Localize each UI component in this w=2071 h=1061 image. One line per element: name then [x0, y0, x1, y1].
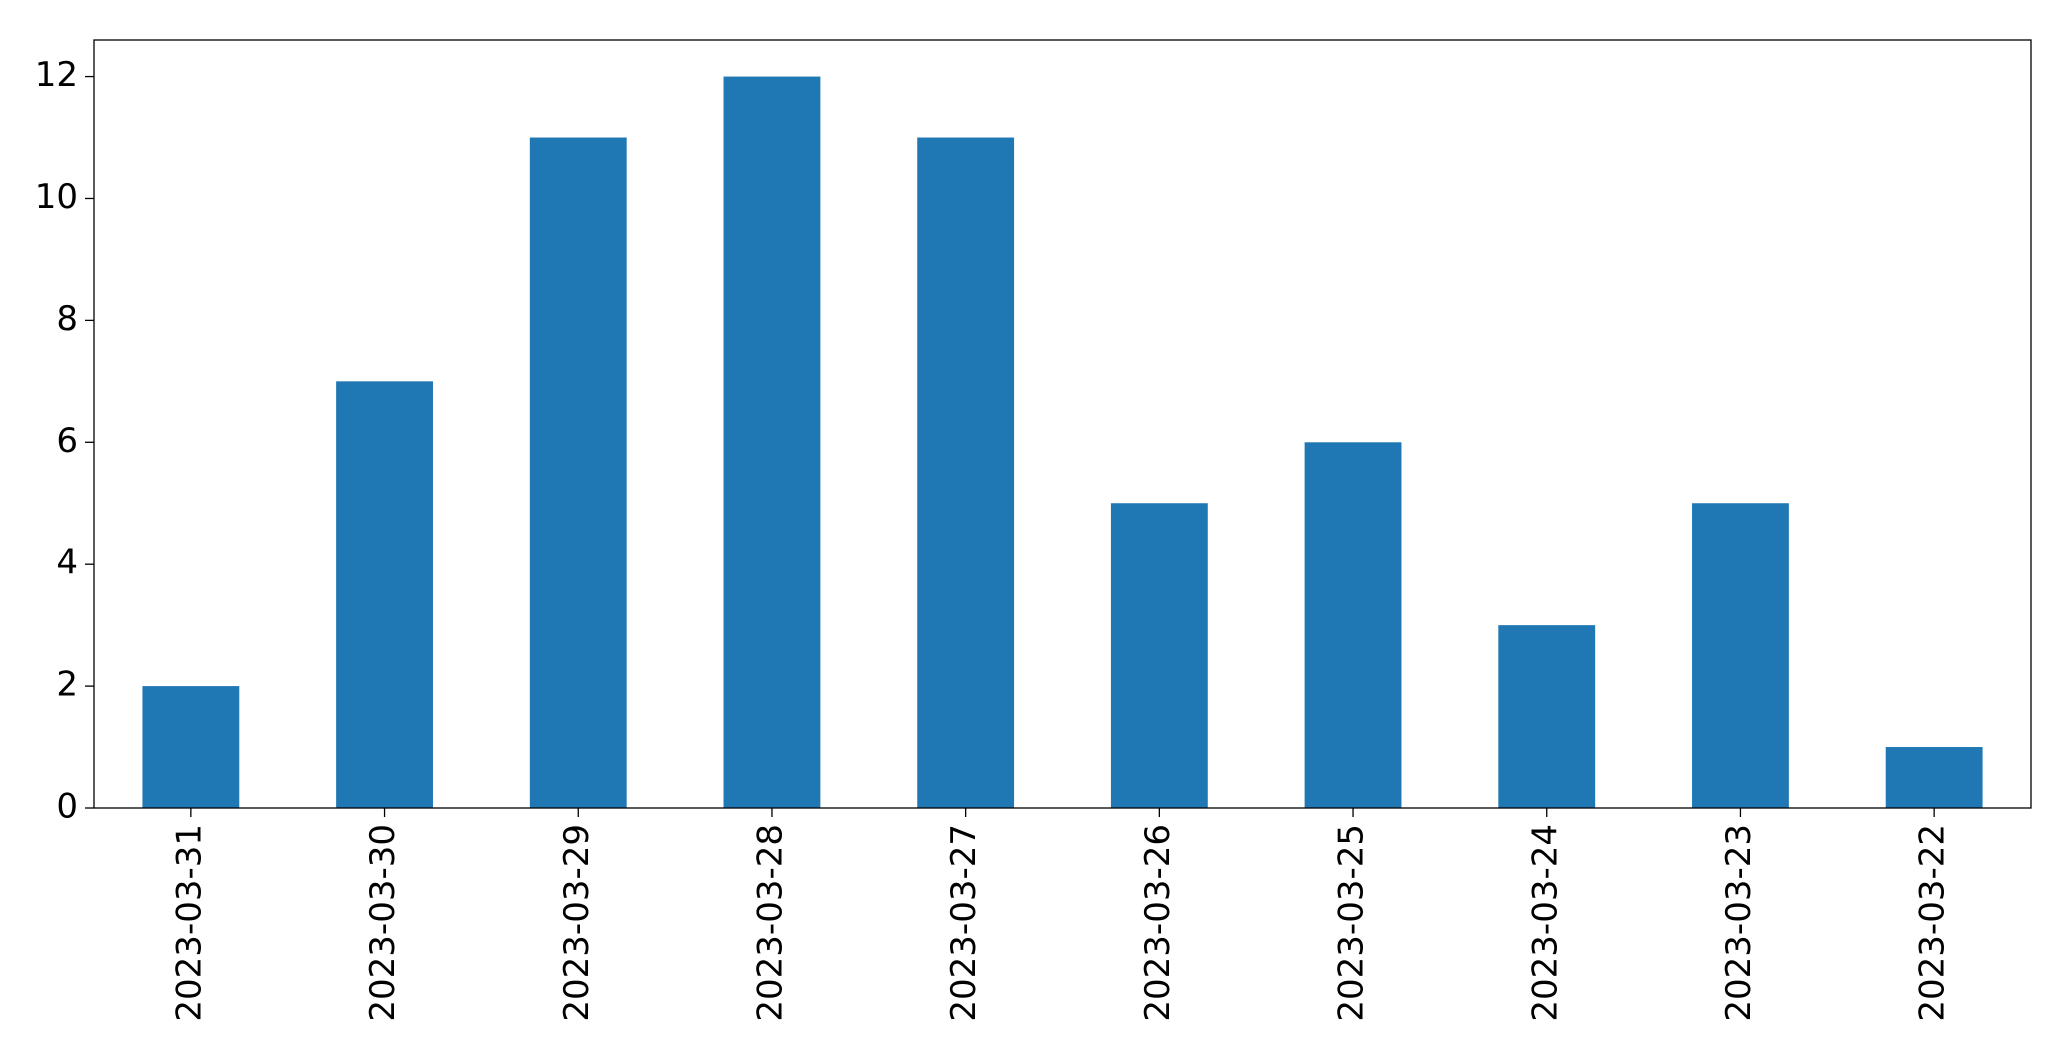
y-tick-label: 4 — [56, 543, 78, 583]
x-tick-label: 2023-03-30 — [363, 824, 403, 1022]
bar — [1110, 503, 1208, 808]
x-tick-label: 2023-03-25 — [1332, 824, 1372, 1022]
x-tick-label: 2023-03-28 — [750, 824, 790, 1022]
plot-frame — [93, 39, 2032, 809]
y-tick-label: 2 — [56, 665, 78, 705]
bar — [917, 137, 1015, 808]
y-tick-label: 8 — [56, 299, 78, 339]
x-tick-label: 2023-03-23 — [1719, 824, 1759, 1022]
bar — [1498, 625, 1596, 808]
x-tick-label: 2023-03-29 — [557, 824, 597, 1022]
bar — [1885, 747, 1983, 808]
bar — [529, 137, 627, 808]
x-tick-label: 2023-03-31 — [169, 824, 209, 1022]
x-tick-label: 2023-03-24 — [1525, 824, 1565, 1022]
x-tick-label: 2023-03-26 — [1138, 824, 1178, 1022]
y-tick-label: 0 — [56, 787, 78, 827]
x-tick-label: 2023-03-22 — [1913, 824, 1953, 1022]
y-tick-label: 12 — [35, 55, 78, 95]
x-tick-label: 2023-03-27 — [944, 824, 984, 1022]
y-tick-label: 6 — [56, 421, 78, 461]
bar — [142, 686, 240, 808]
bar — [1692, 503, 1789, 808]
bar — [336, 381, 433, 808]
y-tick-label: 10 — [35, 177, 78, 217]
bar — [723, 76, 821, 809]
bar — [1304, 442, 1402, 808]
